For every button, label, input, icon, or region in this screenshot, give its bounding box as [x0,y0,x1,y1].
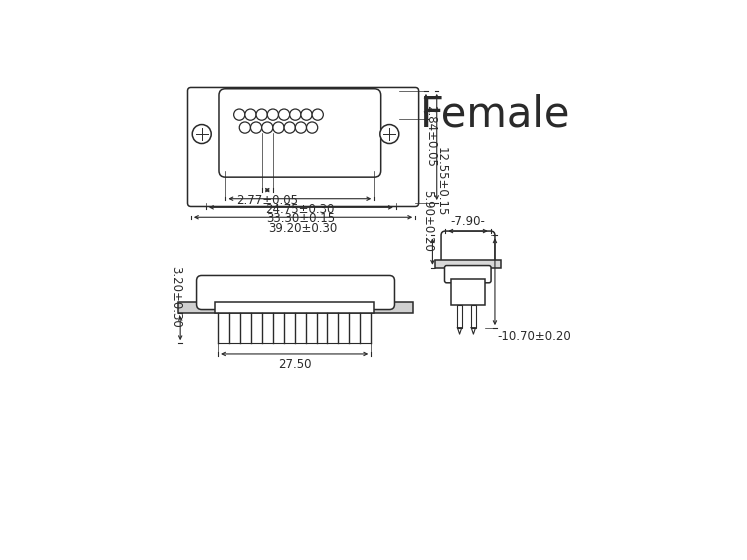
FancyBboxPatch shape [444,265,491,283]
Circle shape [239,122,250,133]
Bar [214,302,374,313]
Bar [178,302,413,313]
Circle shape [245,109,256,120]
FancyBboxPatch shape [441,231,495,265]
Text: 12.55±0.15: 12.55±0.15 [435,147,447,216]
FancyBboxPatch shape [196,276,394,310]
FancyBboxPatch shape [187,87,418,207]
Text: 27.50: 27.50 [278,358,311,371]
Circle shape [250,122,261,133]
FancyBboxPatch shape [219,88,381,177]
Bar [451,279,486,305]
Bar [471,305,476,328]
Text: 39.20±0.30: 39.20±0.30 [268,222,338,235]
Text: 2.84±0.05: 2.84±0.05 [424,105,437,167]
Text: 5.90±0.20: 5.90±0.20 [421,190,435,251]
Text: -10.70±0.20: -10.70±0.20 [497,330,571,343]
Circle shape [279,109,290,120]
Text: 24.75±0.30: 24.75±0.30 [265,203,335,216]
Text: 2.77±0.05: 2.77±0.05 [236,194,298,207]
Circle shape [301,109,312,120]
Text: -7.90-: -7.90- [450,214,486,227]
Circle shape [192,124,211,143]
Circle shape [306,122,317,133]
Text: 3.20±0.30: 3.20±0.30 [170,267,182,328]
Text: 33.30±0.15: 33.30±0.15 [267,212,335,225]
Circle shape [295,122,306,133]
Text: Female: Female [420,93,570,135]
Circle shape [290,109,301,120]
Circle shape [234,109,245,120]
Bar [457,305,462,328]
Circle shape [312,109,323,120]
Circle shape [273,122,284,133]
Circle shape [261,122,273,133]
Bar [435,260,501,268]
Circle shape [284,122,295,133]
Circle shape [379,124,399,143]
Circle shape [267,109,279,120]
Circle shape [256,109,267,120]
